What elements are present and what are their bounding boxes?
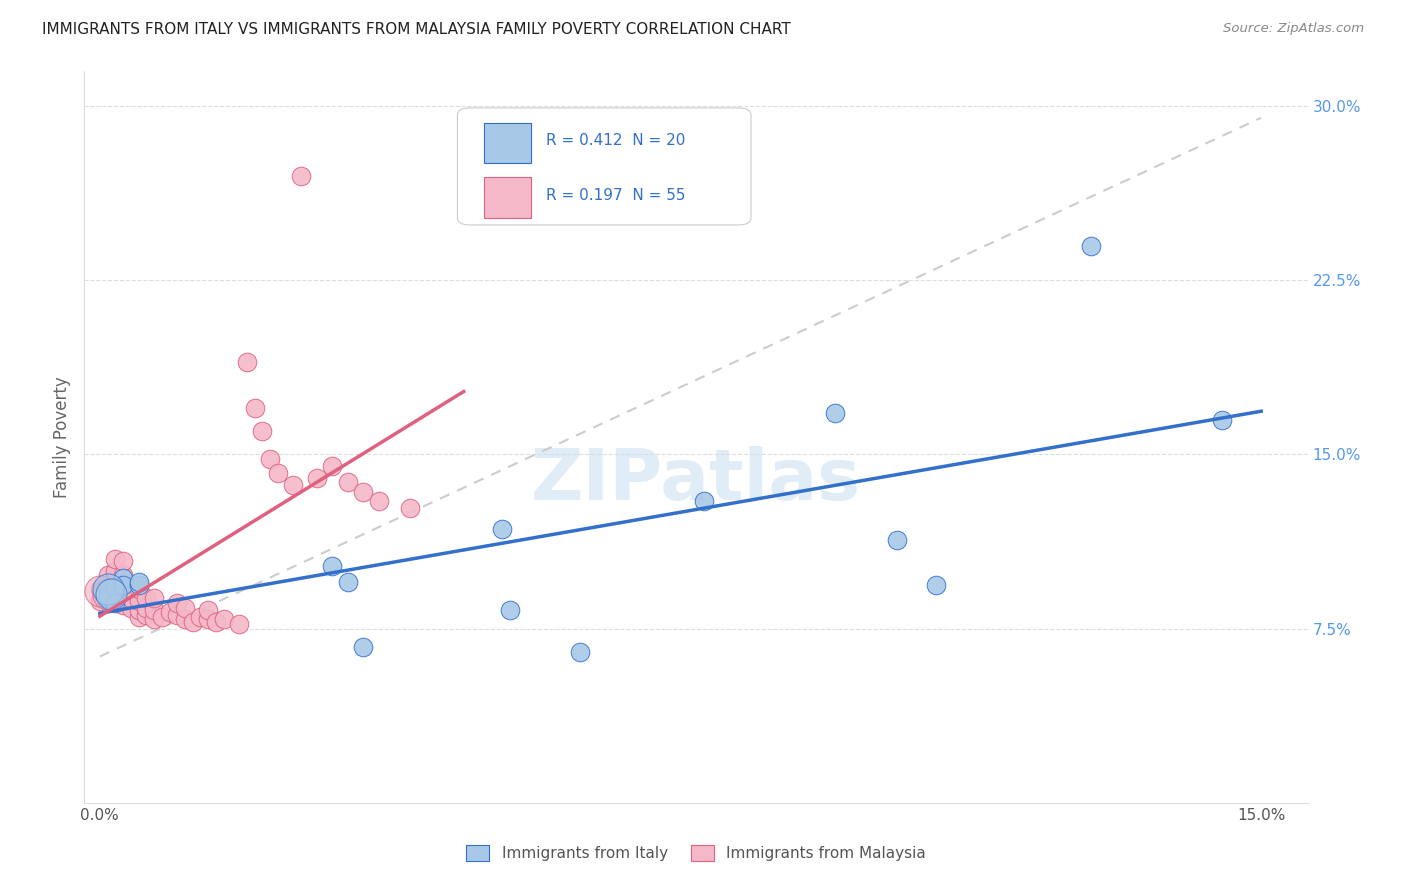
Point	[112, 577, 135, 591]
Point	[128, 575, 150, 590]
Point	[190, 610, 212, 624]
Point	[305, 471, 328, 485]
Point	[97, 568, 120, 582]
Point	[159, 606, 181, 620]
Point	[97, 582, 120, 597]
Point	[367, 494, 389, 508]
Point	[290, 169, 312, 183]
Point	[97, 591, 120, 606]
Point	[150, 610, 173, 624]
Point	[228, 617, 250, 632]
Point	[135, 591, 157, 606]
Point	[97, 594, 120, 608]
Point	[321, 558, 343, 573]
Point	[283, 477, 305, 491]
Legend: Immigrants from Italy, Immigrants from Malaysia: Immigrants from Italy, Immigrants from M…	[467, 845, 925, 861]
Point	[112, 568, 135, 582]
Point	[104, 596, 127, 610]
Point	[97, 582, 120, 597]
Text: Source: ZipAtlas.com: Source: ZipAtlas.com	[1223, 22, 1364, 36]
Y-axis label: Family Poverty: Family Poverty	[53, 376, 72, 498]
Point	[112, 589, 135, 603]
Point	[197, 603, 219, 617]
Point	[100, 587, 122, 601]
Point	[236, 354, 259, 368]
FancyBboxPatch shape	[484, 122, 531, 163]
Text: R = 0.412  N = 20: R = 0.412 N = 20	[546, 133, 685, 148]
Point	[181, 615, 204, 629]
Point	[174, 600, 197, 615]
Point	[97, 587, 120, 601]
Point	[89, 582, 111, 597]
Point	[128, 577, 150, 591]
Point	[104, 564, 127, 578]
Point	[352, 640, 374, 655]
Point	[143, 612, 166, 626]
Point	[252, 424, 274, 438]
Point	[499, 603, 522, 617]
Point	[243, 401, 266, 415]
Point	[166, 607, 188, 622]
Point	[568, 645, 591, 659]
Point	[166, 596, 188, 610]
Point	[104, 573, 127, 587]
Point	[128, 610, 150, 624]
Point	[205, 615, 228, 629]
Point	[89, 584, 111, 599]
Point	[128, 594, 150, 608]
Point	[97, 582, 120, 597]
Point	[135, 600, 157, 615]
Point	[267, 466, 290, 480]
Text: IMMIGRANTS FROM ITALY VS IMMIGRANTS FROM MALAYSIA FAMILY POVERTY CORRELATION CHA: IMMIGRANTS FROM ITALY VS IMMIGRANTS FROM…	[42, 22, 792, 37]
Point	[135, 607, 157, 622]
Point	[128, 582, 150, 597]
Point	[1080, 238, 1102, 252]
Point	[886, 533, 908, 548]
Point	[120, 600, 142, 615]
FancyBboxPatch shape	[457, 108, 751, 225]
Point	[693, 494, 716, 508]
Point	[259, 452, 281, 467]
Point	[352, 484, 374, 499]
Point	[112, 554, 135, 568]
Point	[112, 570, 135, 584]
Point	[491, 522, 513, 536]
Point	[104, 582, 127, 597]
Point	[212, 612, 235, 626]
Point	[824, 406, 846, 420]
Point	[120, 582, 142, 597]
Point	[336, 475, 359, 490]
Point	[925, 577, 948, 591]
Point	[89, 594, 111, 608]
Point	[104, 580, 127, 594]
Point	[336, 575, 359, 590]
Point	[120, 591, 142, 606]
Text: ZIPatlas: ZIPatlas	[531, 447, 860, 516]
Point	[174, 612, 197, 626]
Point	[112, 599, 135, 613]
Text: R = 0.197  N = 55: R = 0.197 N = 55	[546, 188, 685, 203]
Point	[112, 577, 135, 591]
FancyBboxPatch shape	[484, 178, 531, 218]
Point	[104, 552, 127, 566]
Point	[104, 591, 127, 606]
Point	[197, 612, 219, 626]
Point	[97, 591, 120, 606]
Point	[97, 584, 120, 599]
Point	[143, 591, 166, 606]
Point	[128, 603, 150, 617]
Point	[143, 603, 166, 617]
Point	[398, 500, 420, 515]
Point	[321, 459, 343, 474]
Point	[1211, 412, 1233, 426]
